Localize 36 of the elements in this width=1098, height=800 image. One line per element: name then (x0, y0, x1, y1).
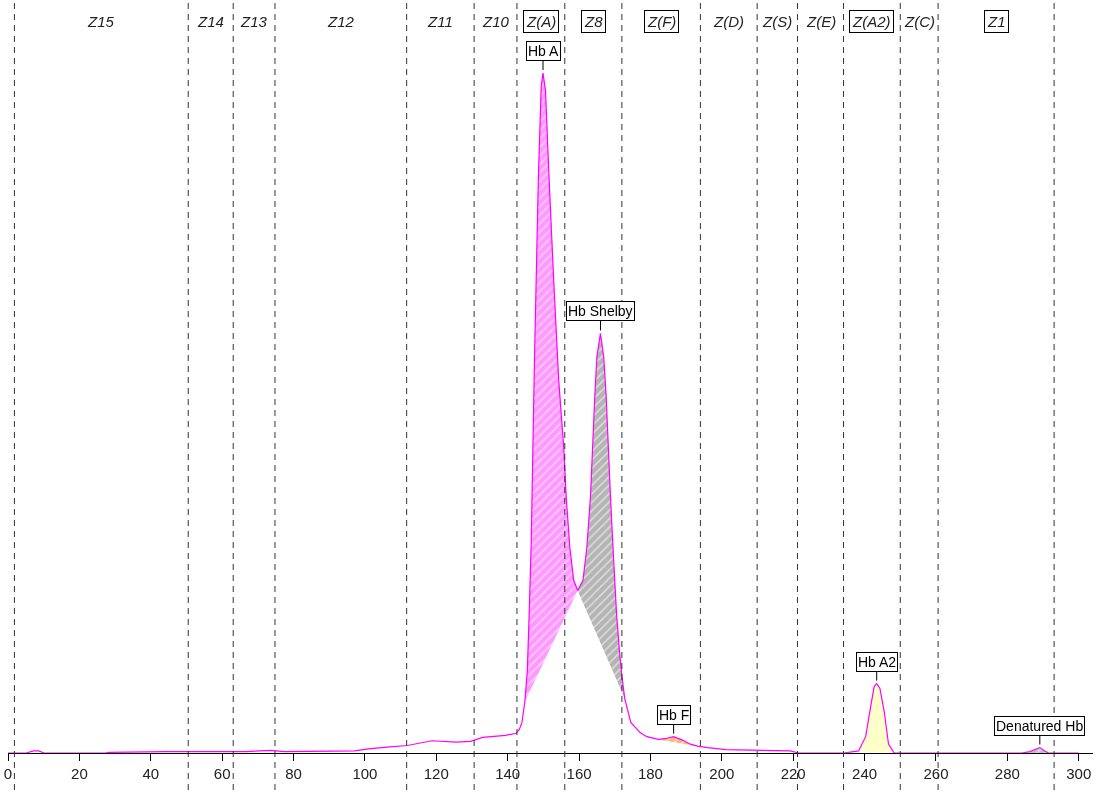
text: Z(F) (647, 13, 677, 30)
x-tick-label: 180 (637, 765, 663, 782)
text: Z(A) (526, 13, 557, 30)
x-tick-label: 140 (495, 765, 521, 782)
text: Z11 (427, 13, 453, 30)
text: Z13 (240, 13, 268, 30)
annotation: Hb Shelby (568, 303, 633, 319)
x-tick-label: 40 (142, 765, 160, 782)
annotation: Hb A2 (858, 654, 897, 670)
x-tick-label: 120 (423, 765, 449, 782)
x-tick-label: 300 (1066, 765, 1092, 782)
x-tick-label: 160 (566, 765, 592, 782)
text: Z(S) (762, 13, 793, 30)
x-tick-label: 60 (213, 765, 231, 782)
x-tick-label: 20 (71, 765, 88, 782)
annotation: Hb A (528, 43, 560, 59)
text: Z8 (584, 13, 604, 30)
annotation: Hb F (659, 707, 690, 723)
x-tick-label: 80 (285, 765, 302, 782)
text: Z(D) (713, 13, 744, 30)
text: Z(E) (806, 13, 837, 30)
x-tick-label: 200 (709, 765, 735, 782)
text: Z1 (987, 13, 1006, 30)
text: Z10 (482, 13, 510, 30)
text: Z(C) (904, 13, 935, 30)
x-tick-label: 0 (3, 765, 13, 782)
text: Z15 (87, 13, 115, 30)
x-tick-label: 260 (923, 765, 949, 782)
text: Z12 (327, 13, 355, 30)
x-tick-label: 240 (852, 765, 878, 782)
annotation: Denatured Hb (996, 718, 1084, 734)
x-tick-label: 220 (780, 765, 806, 782)
x-tick-label: 100 (352, 765, 378, 782)
text: Z(A2) (852, 13, 891, 30)
x-tick-label: 280 (994, 765, 1020, 782)
text: Z14 (197, 13, 224, 30)
